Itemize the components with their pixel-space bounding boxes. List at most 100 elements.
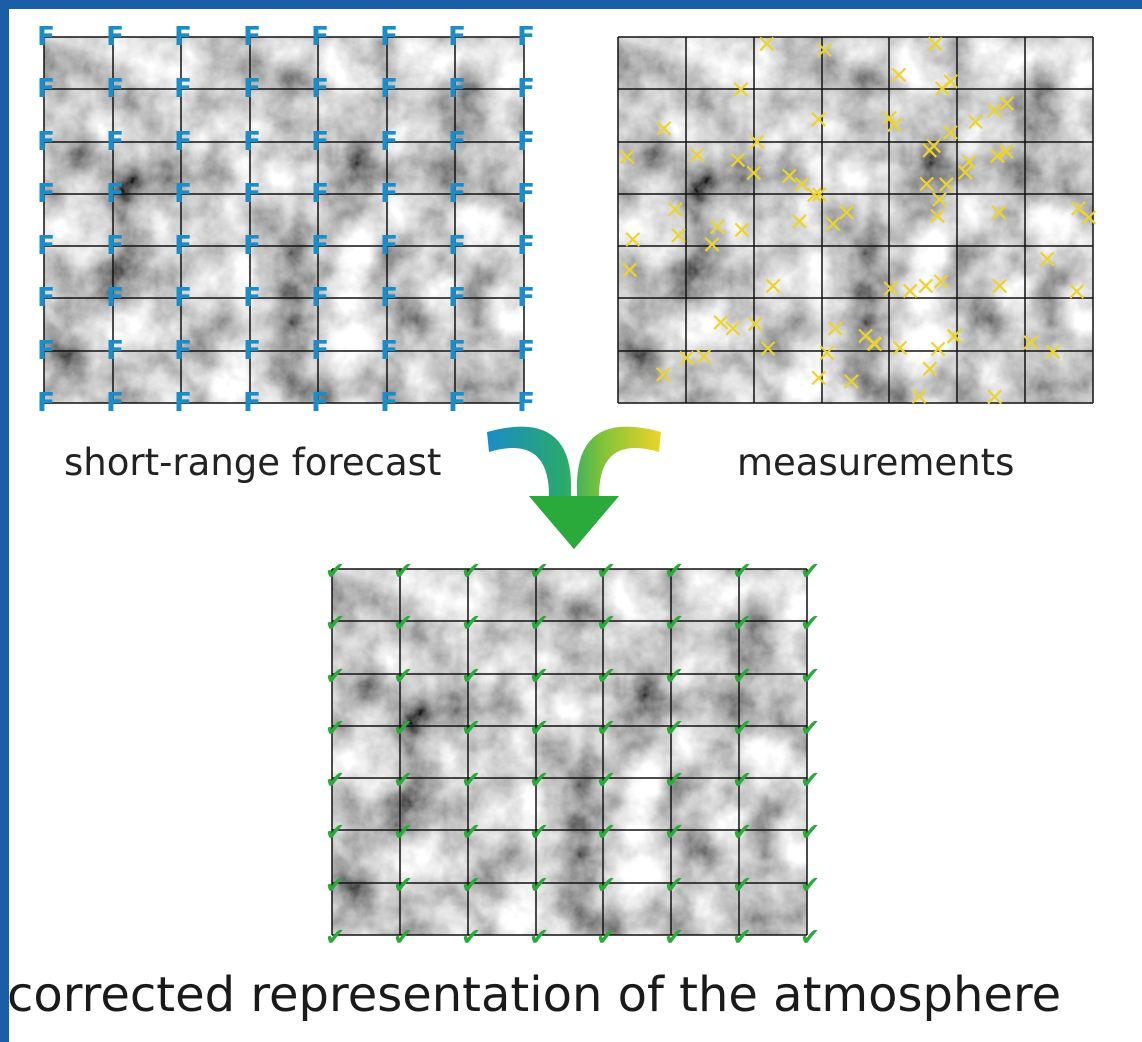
check-mark: ✔ <box>664 662 684 690</box>
check-mark: ✔ <box>393 871 413 899</box>
measurement-mark: × <box>701 230 723 260</box>
measurement-mark: × <box>930 267 952 297</box>
forecast-mark: F <box>380 74 398 104</box>
forecast-mark: F <box>311 231 329 261</box>
forecast-mark: F <box>174 127 192 157</box>
check-mark: ✔ <box>461 871 481 899</box>
measurement-mark: × <box>822 209 844 239</box>
measurements-grid: ×××××××××××××××××× ××××××××××××××××××××××… <box>616 29 1099 412</box>
measurement-mark: × <box>864 329 886 359</box>
forecast-mark: F <box>243 388 261 418</box>
check-mark: ✔ <box>393 662 413 690</box>
measurement-mark: × <box>653 114 675 144</box>
measurement-mark: × <box>693 341 715 371</box>
measurement-mark: × <box>727 145 749 175</box>
check-mark: ✔ <box>664 871 684 899</box>
measurement-mark: × <box>935 169 957 199</box>
check-mark: ✔ <box>529 714 549 742</box>
measurement-mark: × <box>919 354 941 384</box>
check-mark: ✔ <box>732 818 752 846</box>
check-mark: ✔ <box>800 609 820 637</box>
measurement-mark: × <box>791 170 813 200</box>
check-mark: ✔ <box>800 662 820 690</box>
forecast-mark: F <box>517 388 535 418</box>
check-mark: ✔ <box>529 766 549 794</box>
check-mark: ✔ <box>461 818 481 846</box>
measurement-mark: × <box>924 29 946 59</box>
measurement-mark: × <box>746 127 768 157</box>
check-mark: ✔ <box>800 766 820 794</box>
measurement-mark: × <box>808 363 830 393</box>
measurement-mark: × <box>880 274 902 304</box>
forecast-mark: F <box>448 74 466 104</box>
measurement-mark: × <box>996 88 1018 118</box>
check-mark: ✔ <box>596 871 616 899</box>
measurement-mark: × <box>824 313 846 343</box>
check-mark: ✔ <box>393 923 413 951</box>
forecast-mark: F <box>174 336 192 366</box>
check-mark: ✔ <box>529 871 549 899</box>
measurement-mark: × <box>744 309 766 339</box>
forecast-mark: F <box>37 179 55 209</box>
check-mark: ✔ <box>800 557 820 585</box>
measurement-mark: × <box>958 147 980 177</box>
measurement-mark: × <box>944 321 966 351</box>
check-mark: ✔ <box>393 557 413 585</box>
forecast-mark: F <box>37 336 55 366</box>
measurement-mark: × <box>814 35 836 65</box>
forecast-mark: F <box>517 283 535 313</box>
measurement-mark: × <box>984 382 1006 412</box>
forecast-mark: F <box>243 74 261 104</box>
measurement-mark: × <box>863 328 885 358</box>
measurement-mark: × <box>899 276 921 306</box>
forecast-mark: F <box>106 179 124 209</box>
forecast-mark: F <box>174 22 192 52</box>
check-mark: ✔ <box>800 923 820 951</box>
measurement-mark: × <box>841 367 863 397</box>
measurement-mark: × <box>804 180 826 210</box>
measurement-mark: × <box>676 343 698 373</box>
measurement-mark: × <box>988 198 1010 228</box>
measurement-mark: × <box>652 360 674 390</box>
measurement-mark: × <box>855 321 877 351</box>
measurement-mark: × <box>686 140 708 170</box>
check-mark: ✔ <box>325 818 345 846</box>
measurement-mark: × <box>706 212 728 242</box>
measurement-mark: × <box>1078 202 1100 232</box>
forecast-mark: F <box>174 179 192 209</box>
measurement-mark: × <box>836 197 858 227</box>
measurement-mark: × <box>619 255 641 285</box>
check-mark: ✔ <box>461 766 481 794</box>
check-mark: ✔ <box>732 662 752 690</box>
forecast-mark: F <box>380 336 398 366</box>
measurement-mark: × <box>940 117 962 147</box>
measurement-mark: × <box>889 333 911 363</box>
cloud-texture <box>332 569 807 935</box>
forecast-mark: F <box>448 336 466 366</box>
check-mark: ✔ <box>325 557 345 585</box>
forecast-caption: short-range forecast <box>64 441 442 484</box>
measurements-caption: measurements <box>737 441 1015 484</box>
check-mark: ✔ <box>461 662 481 690</box>
forecast-mark: F <box>174 388 192 418</box>
measurement-mark: × <box>984 95 1006 125</box>
check-mark: ✔ <box>393 766 413 794</box>
forecast-mark: F <box>380 22 398 52</box>
measurement-mark: × <box>816 338 838 368</box>
check-mark: ✔ <box>325 662 345 690</box>
measurement-mark: × <box>778 161 800 191</box>
forecast-mark: F <box>311 388 329 418</box>
measurement-mark: × <box>1067 193 1089 223</box>
forecast-mark: F <box>380 388 398 418</box>
measurement-mark: × <box>664 194 686 224</box>
check-mark: ✔ <box>596 818 616 846</box>
measurement-mark: × <box>756 29 778 59</box>
measurement-mark: × <box>730 74 752 104</box>
check-mark: ✔ <box>325 714 345 742</box>
forecast-mark: F <box>174 74 192 104</box>
forecast-mark: F <box>448 179 466 209</box>
measurement-mark: × <box>710 307 732 337</box>
result-grid: ✔ ✔ ✔ ✔ ✔ ✔ ✔ ✔ ✔ ✔ ✔ ✔ ✔ ✔ ✔ ✔ ✔ ✔ ✔ ✔ ✔ ✔ ✔ ✔ ✔ ✔ ✔ ✔ ✔ ✔ ✔ ✔ ✔ ✔ ✔ ✔ ✔ ✔ ✔ ✔… <box>325 557 820 951</box>
